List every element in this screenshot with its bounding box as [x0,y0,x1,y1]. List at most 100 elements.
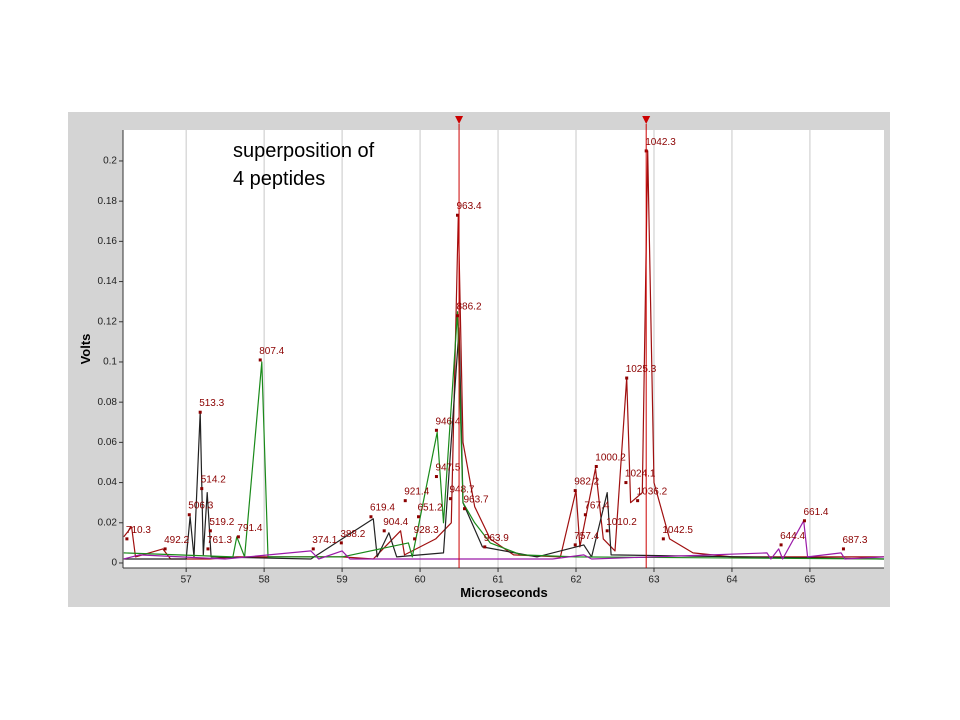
y-tick-label: 0.1 [103,357,117,368]
annotation: 4 peptides [233,168,325,190]
peak-label: 761.3 [207,535,232,546]
peak-marker [455,314,459,318]
peak-marker [624,481,628,485]
peak-marker [311,547,315,551]
peak-label: 963.9 [484,533,509,544]
peak-marker [463,507,467,511]
series-line [123,311,885,560]
peak-marker [208,529,212,533]
peak-marker [802,519,806,523]
peak-marker [403,499,407,503]
peak-label: 687.3 [842,535,867,546]
series-line [123,520,885,560]
peak-marker [448,497,452,501]
peak-marker [187,513,191,517]
peak-label: 619.4 [370,503,395,514]
peak-label: 904.4 [383,517,408,528]
peak-marker [483,545,487,549]
peak-label: 710.3 [126,525,151,536]
y-tick-label: 0.02 [98,517,118,528]
peak-label: 757.4 [574,531,599,542]
peak-marker [369,515,373,519]
peak-marker [382,529,386,533]
x-tick-label: 63 [648,575,660,586]
peak-marker [417,515,421,519]
peak-label: 1000.2 [595,452,626,463]
plot-area [123,130,884,568]
x-tick-label: 59 [337,575,349,586]
peak-label: 374.1 [312,535,337,546]
peak-label: 492.2 [164,535,189,546]
peak-marker [573,543,577,547]
y-tick-label: 0 [111,558,117,569]
peak-marker [636,499,640,503]
y-tick-label: 0.08 [98,397,118,408]
peak-marker [163,547,167,551]
peak-label: 513.3 [199,398,224,409]
peak-label: 1024.1 [625,469,656,480]
lines [123,150,885,560]
peak-label: 963.4 [456,201,481,212]
cursor-marker [642,116,651,124]
peak-label: 963.7 [464,495,489,506]
grid [185,130,811,568]
y-tick-label: 0.16 [98,236,118,247]
peak-marker [200,487,204,491]
x-tick-label: 58 [259,575,271,586]
peak-marker [258,358,262,362]
peak-marker [573,489,577,493]
peak-label: 791.4 [237,523,262,534]
x-tick-label: 61 [492,575,504,586]
peak-label: 807.4 [259,346,284,357]
peak-marker [455,213,459,217]
x-tick-label: 62 [570,575,582,586]
y-tick-label: 0.18 [98,196,118,207]
x-tick-label: 60 [415,575,427,586]
peak-marker [841,547,845,551]
peak-label: 928.3 [414,525,439,536]
peak-label: 506.3 [188,501,213,512]
peak-label: 514.2 [201,475,226,486]
peak-marker [661,537,665,541]
peak-label: 886.2 [456,302,481,313]
peak-label: 921.4 [404,487,429,498]
peak-marker [779,543,783,547]
peak-label: 644.4 [780,531,805,542]
series-line [123,327,885,560]
peak-marker [594,464,598,468]
cursor-marker [455,116,464,124]
peak-marker [583,513,587,517]
peak-label: 767.4 [584,501,609,512]
peak-label: 1010.2 [606,517,637,528]
x-tick-label: 65 [804,575,816,586]
x-tick-label: 64 [726,575,738,586]
peak-marker [125,537,129,541]
peak-marker [434,475,438,479]
peak-marker [339,541,343,545]
peak-marker [236,535,240,539]
peak-label: 1042.3 [645,137,676,148]
y-tick-label: 0.06 [98,437,118,448]
peak-label: 1025.3 [626,364,657,375]
peak-label: 661.4 [803,507,828,518]
peak-label: 519.2 [209,517,234,528]
peak-label: 948.7 [449,485,474,496]
peak-marker [434,428,438,432]
peak-label: 388.2 [340,529,365,540]
y-tick-label: 0.04 [98,477,118,488]
peak-labels: 710.3 492.2 513.3 514.2 506.3 519.2 761.3 791.4… [125,137,868,551]
peak-label: 947.5 [435,463,460,474]
y-tick-label: 0.12 [98,316,118,327]
peak-marker [605,529,609,533]
peak-label: 1042.5 [662,525,693,536]
peak-marker [198,410,202,414]
y-tick-label: 0.14 [98,276,118,287]
peak-label: 651.2 [418,503,443,514]
peak-marker [413,537,417,541]
peak-marker [206,547,210,551]
y-axis-label: Volts [78,334,93,365]
y-tick-label: 0.2 [103,156,117,167]
x-axis-label: Microseconds [460,585,547,600]
